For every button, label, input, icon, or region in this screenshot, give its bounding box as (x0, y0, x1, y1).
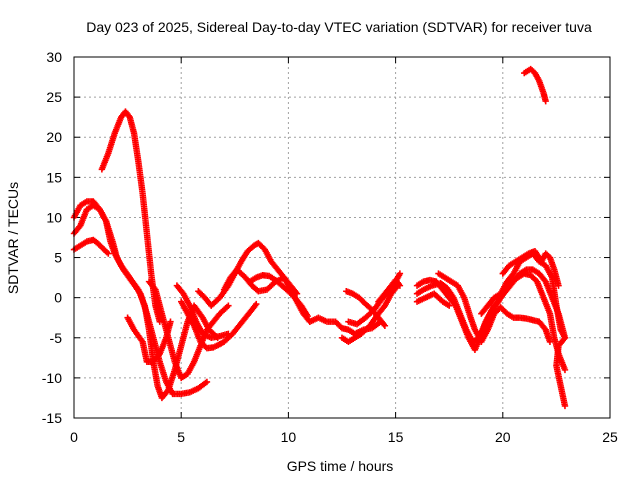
y-tick-label: 15 (46, 169, 62, 185)
data-point (555, 282, 562, 289)
data-point (546, 338, 554, 345)
series-arc-9 (195, 239, 314, 325)
y-axis-label: SDTVAR / TECUs (5, 182, 21, 294)
data-point (253, 300, 260, 308)
plot-frame (73, 56, 611, 419)
series-arc-8 (173, 282, 232, 341)
data-point (203, 378, 211, 386)
data-point (105, 250, 112, 257)
x-tick-label: 15 (388, 429, 404, 445)
data-point (396, 270, 404, 277)
y-tick-label: 20 (46, 129, 62, 145)
data-point (561, 402, 569, 410)
series-arc-13 (338, 282, 401, 345)
data-point (225, 302, 232, 309)
x-tick-label: 20 (495, 429, 511, 445)
y-tick-label: 25 (46, 89, 62, 105)
series-arc-4 (70, 236, 112, 257)
data-point (446, 302, 453, 309)
data-point (293, 290, 301, 297)
data-point (561, 366, 569, 374)
y-tick-label: -10 (42, 370, 62, 386)
y-tick-label: -15 (42, 410, 62, 426)
x-tick-label: 10 (281, 429, 297, 445)
y-tick-label: 30 (46, 49, 62, 65)
x-tick-label: 25 (602, 429, 618, 445)
y-tick-label: 10 (46, 209, 62, 225)
data-points (70, 65, 569, 410)
data-point (304, 312, 311, 320)
series-arc-11 (246, 272, 311, 320)
data-point (381, 322, 389, 329)
series-arc-16 (375, 276, 404, 305)
series-arc-19 (413, 290, 453, 309)
y-tick-label: 0 (54, 290, 62, 306)
series-arc-22 (499, 247, 562, 289)
data-point (396, 282, 404, 289)
series-arc-10 (220, 266, 301, 297)
series-arc-7 (178, 298, 260, 352)
y-tick-label: 5 (54, 250, 62, 266)
x-tick-label: 0 (70, 429, 78, 445)
series-arc-23 (521, 65, 549, 105)
data-point (225, 330, 232, 337)
data-point (167, 318, 174, 325)
y-tick-label: -5 (50, 330, 63, 346)
series-arc-20 (435, 270, 554, 345)
chart-title: Day 023 of 2025, Sidereal Day-to-day VTE… (86, 19, 592, 35)
series-arc-1 (98, 108, 163, 325)
x-axis-label: GPS time / hours (287, 458, 394, 474)
data-point (542, 97, 549, 105)
x-tick-label: 5 (177, 429, 185, 445)
axis-ticks: 0 5 10 15 20 25 -15 -10 -5 0 5 10 15 20 25 30 (42, 49, 618, 445)
